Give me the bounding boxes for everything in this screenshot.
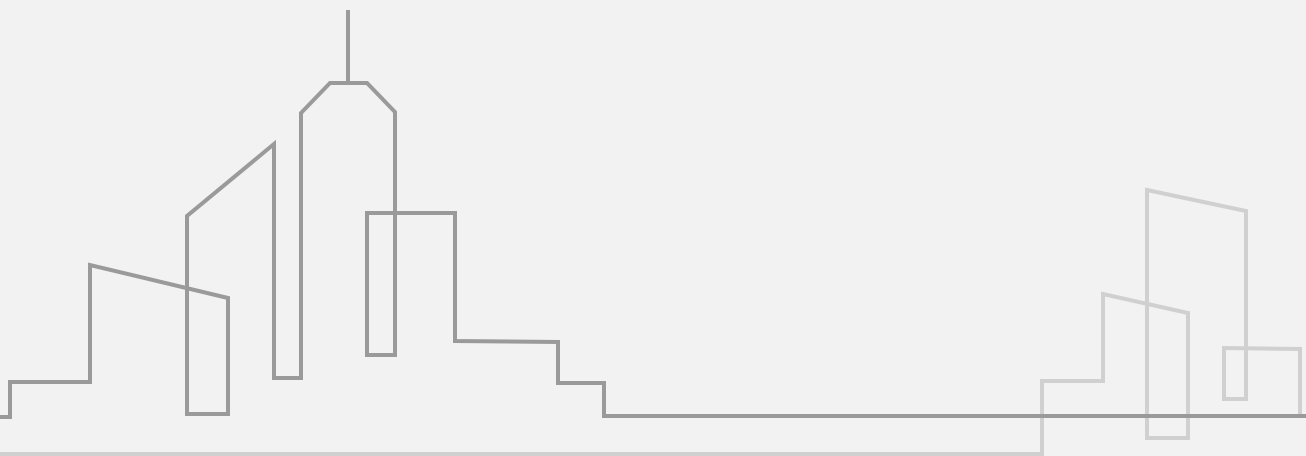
ground-line-light bbox=[0, 187, 1302, 456]
skyline-outline-dark bbox=[0, 81, 1306, 419]
